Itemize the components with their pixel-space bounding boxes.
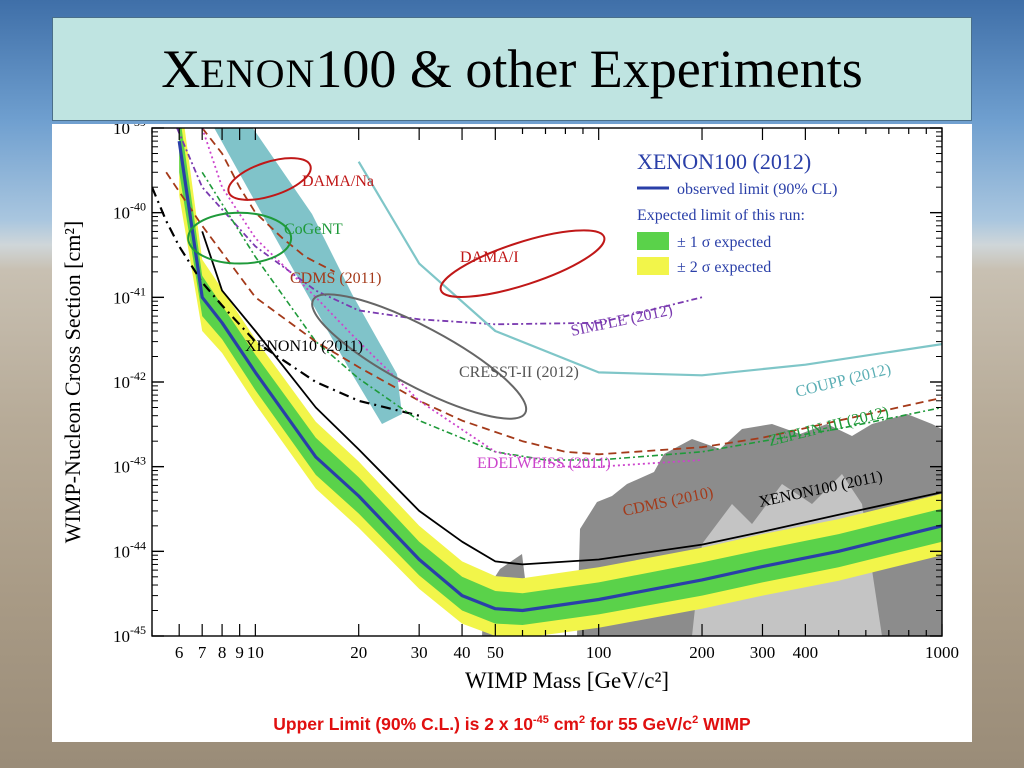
y-tick-base: 10 — [113, 458, 130, 477]
x-tick-label: 30 — [411, 643, 428, 662]
label-simple: SIMPLE (2012) — [569, 302, 674, 340]
x-tick-label: 40 — [454, 643, 471, 662]
plot-card: 10-4510-4410-4310-4210-4110-4010-3967891… — [52, 124, 972, 742]
y-tick-base: 10 — [113, 627, 130, 646]
x-tick-label: 7 — [198, 643, 207, 662]
y-tick-base: 10 — [113, 204, 130, 223]
legend-expected-header: Expected limit of this run: — [637, 207, 805, 224]
caption-unit-c-exp: 2 — [692, 714, 699, 727]
y-tick-exponent: -42 — [130, 369, 146, 383]
y-tick-base: 10 — [113, 542, 130, 561]
legend-observed-label: observed limit (90% CL) — [677, 181, 837, 198]
curve-xenon10-2011- — [152, 186, 420, 417]
caption-middle: for 55 GeV/c — [585, 714, 693, 734]
x-tick-label: 1000 — [925, 643, 959, 662]
curve-observed-limit-90-cl- — [177, 140, 942, 613]
x-tick-label: 10 — [247, 643, 264, 662]
y-tick-label: 10-40 — [113, 200, 146, 223]
y-tick-label: 10-39 — [113, 124, 146, 138]
slide-title: XENON100 & other Experiments — [161, 38, 862, 100]
y-tick-base: 10 — [113, 288, 130, 307]
band-1-sigma — [179, 128, 942, 625]
label-cdms-2011: CDMS (2011) — [290, 270, 381, 287]
label-xenon10: XENON10 (2011) — [245, 338, 363, 355]
label-cogent: CoGeNT — [284, 221, 343, 238]
legend-band1-label: ± 1 σ expected — [677, 234, 771, 251]
legend-band1-swatch — [637, 232, 669, 250]
plot-layer — [152, 128, 942, 636]
y-tick-exponent: -44 — [130, 538, 146, 552]
legend-title: XENON100 (2012) — [637, 149, 811, 174]
title-first-letter: X — [161, 39, 201, 99]
y-tick-label: 10-41 — [113, 284, 146, 307]
x-axis-title: WIMP Mass [GeV/c²] — [465, 668, 669, 693]
y-tick-base: 10 — [113, 124, 130, 138]
legend-band2-swatch — [637, 257, 669, 275]
curve-cdms-2011- — [201, 128, 335, 273]
title-box: XENON100 & other Experiments — [52, 17, 972, 121]
y-tick-exponent: -40 — [130, 200, 146, 214]
exclusion-chart: 10-4510-4410-4310-4210-4110-4010-3967891… — [60, 124, 959, 693]
caption-prefix: Upper Limit (90% C.L.) is 2 x 10 — [273, 714, 533, 734]
title-small-caps: ENON — [200, 51, 316, 96]
label-dama-i: DAMA/I — [460, 249, 519, 266]
y-tick-exponent: -45 — [130, 623, 146, 637]
legend-band2-label: ± 2 σ expected — [677, 259, 771, 276]
caption-unit-cm: cm — [548, 714, 579, 734]
curve-edelweiss-2011- — [201, 128, 703, 468]
label-dama-na: DAMA/Na — [302, 173, 374, 190]
curve-cdms-2010- — [165, 171, 942, 456]
y-axis-title: WIMP-Nucleon Cross Section [cm²] — [60, 221, 85, 543]
y-tick-base: 10 — [113, 373, 130, 392]
x-tick-label: 100 — [586, 643, 612, 662]
x-tick-label: 6 — [175, 643, 184, 662]
y-tick-exponent: -43 — [130, 454, 146, 468]
y-tick-exponent: -41 — [130, 284, 146, 298]
curve-coupp-2012- — [357, 161, 942, 377]
caption-exponent: -45 — [532, 714, 549, 727]
region-dama-i — [439, 229, 606, 298]
x-tick-label: 200 — [689, 643, 715, 662]
y-tick-exponent: -39 — [130, 124, 146, 129]
y-tick-label: 10-44 — [113, 538, 146, 561]
y-tick-label: 10-43 — [113, 454, 146, 477]
x-tick-label: 8 — [218, 643, 227, 662]
title-rest: 100 & other Experiments — [315, 39, 863, 99]
x-tick-label: 400 — [793, 643, 819, 662]
caption-unit-cm-exp: 2 — [578, 714, 586, 727]
label-coupp: COUPP (2012) — [794, 361, 893, 401]
legend: XENON100 (2012) observed limit (90% CL) Ex… — [637, 149, 837, 276]
y-tick-label: 10-42 — [113, 369, 146, 392]
region-dama-na — [227, 157, 312, 201]
caption-suffix: WIMP — [698, 714, 751, 734]
region-cogent — [187, 211, 293, 265]
dama-band-region — [214, 128, 402, 424]
x-tick-label: 300 — [750, 643, 776, 662]
label-cresst: CRESST-II (2012) — [459, 364, 579, 381]
curve-simple-2012- — [176, 128, 703, 326]
curve-zeplin-iii-2012- — [201, 171, 942, 461]
x-tick-label: 50 — [487, 643, 504, 662]
x-tick-label: 9 — [235, 643, 244, 662]
region-cresst-ii-2012- — [311, 293, 528, 420]
curve-xenon100-2011- — [201, 231, 942, 566]
x-tick-label: 20 — [350, 643, 367, 662]
label-edelweiss: EDELWEISS (2011) — [477, 455, 611, 472]
upper-limit-caption: Upper Limit (90% C.L.) is 2 x 10-45 cm2 … — [52, 714, 972, 735]
y-tick-label: 10-45 — [113, 623, 146, 646]
